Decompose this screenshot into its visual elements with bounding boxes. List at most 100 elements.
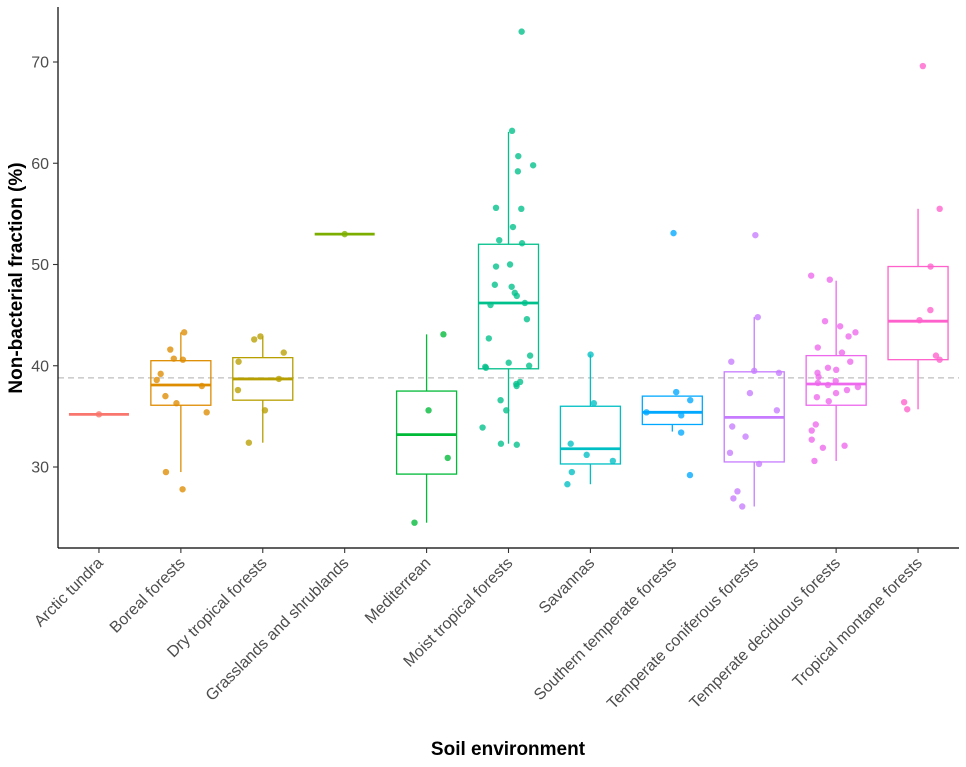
data-point [838,349,846,356]
data-point [529,162,537,169]
data-point [847,358,854,365]
data-point [275,375,283,383]
data-point [203,409,210,416]
data-point [425,407,432,414]
data-point [518,240,526,247]
data-point [487,301,494,309]
box-6 [559,354,622,485]
data-point [687,396,694,404]
data-point [506,261,514,268]
box-rect [559,405,622,465]
data-point [515,152,522,160]
data-point [824,364,832,371]
data-point [728,358,735,365]
data-point [734,488,741,495]
data-point [826,276,833,283]
y-tick-label: 40 [31,358,49,375]
data-point [813,393,821,401]
data-point [482,364,490,371]
x-tick-label: Savannas [536,555,598,617]
data-point [609,457,617,465]
data-point [587,351,594,358]
data-point [739,503,746,510]
data-point [235,358,242,365]
box-5 [477,131,540,444]
x-tick-label: Boreal forests [107,555,189,637]
data-point [927,263,934,270]
data-point [261,407,269,414]
data-point [814,344,821,351]
data-point [444,454,451,462]
data-point [513,441,520,448]
box-7 [641,395,703,432]
data-point [927,306,934,314]
data-point [245,439,253,446]
data-point [280,349,287,356]
box-1 [150,332,212,473]
y-axis-ticks: 30 40 50 60 70 [31,55,58,477]
data-point [807,272,815,279]
data-point [670,229,677,237]
data-point [198,382,206,390]
box-rect [477,243,540,370]
data-point [492,204,500,211]
data-point [526,352,534,359]
data-point [505,359,512,366]
data-point [153,376,160,384]
box-2 [232,336,294,443]
data-point [742,433,749,440]
box-4 [395,334,458,523]
y-axis-title: Non-bacterial fraction (%) [6,162,27,393]
data-point [932,352,940,359]
data-point [814,379,822,387]
data-point [904,406,911,413]
boxes-layer [68,131,949,523]
data-point [845,333,852,340]
data-point [755,460,763,468]
x-axis-title: Soil environment [431,739,586,760]
data-point [514,168,522,175]
data-point [179,356,187,363]
data-point [508,283,515,290]
data-point [746,389,754,397]
data-point [673,388,680,396]
data-point [251,336,258,343]
data-point [411,519,418,526]
data-point [518,205,525,213]
data-point [852,329,859,336]
data-point [179,486,186,493]
data-point [815,373,822,381]
y-tick-label: 30 [31,460,49,477]
data-point [936,205,943,213]
data-point [509,223,517,231]
data-point [521,299,529,307]
data-point [234,386,242,394]
data-point [754,313,761,321]
data-point [479,424,486,431]
data-point [162,392,169,400]
data-point [567,440,574,447]
data-point [491,281,499,288]
data-point [726,449,734,457]
data-point [854,383,862,391]
data-point [936,356,943,363]
data-point [643,409,650,416]
data-point [496,237,503,244]
x-tick-label: Temperate coniferous forests [604,555,762,713]
data-point [513,382,520,390]
data-point [497,440,505,447]
x-tick-label: Grasslands and shrublands [203,555,353,705]
data-point [808,436,815,443]
data-point [686,471,694,479]
data-point [821,318,829,325]
data-point [832,377,839,385]
data-point [836,323,844,330]
x-tick-label: Southern temperate forests [531,555,680,704]
data-point [751,367,758,375]
data-point [833,366,840,373]
data-point [341,230,348,238]
data-point [583,451,590,459]
data-point [564,481,571,488]
data-point [181,329,188,336]
